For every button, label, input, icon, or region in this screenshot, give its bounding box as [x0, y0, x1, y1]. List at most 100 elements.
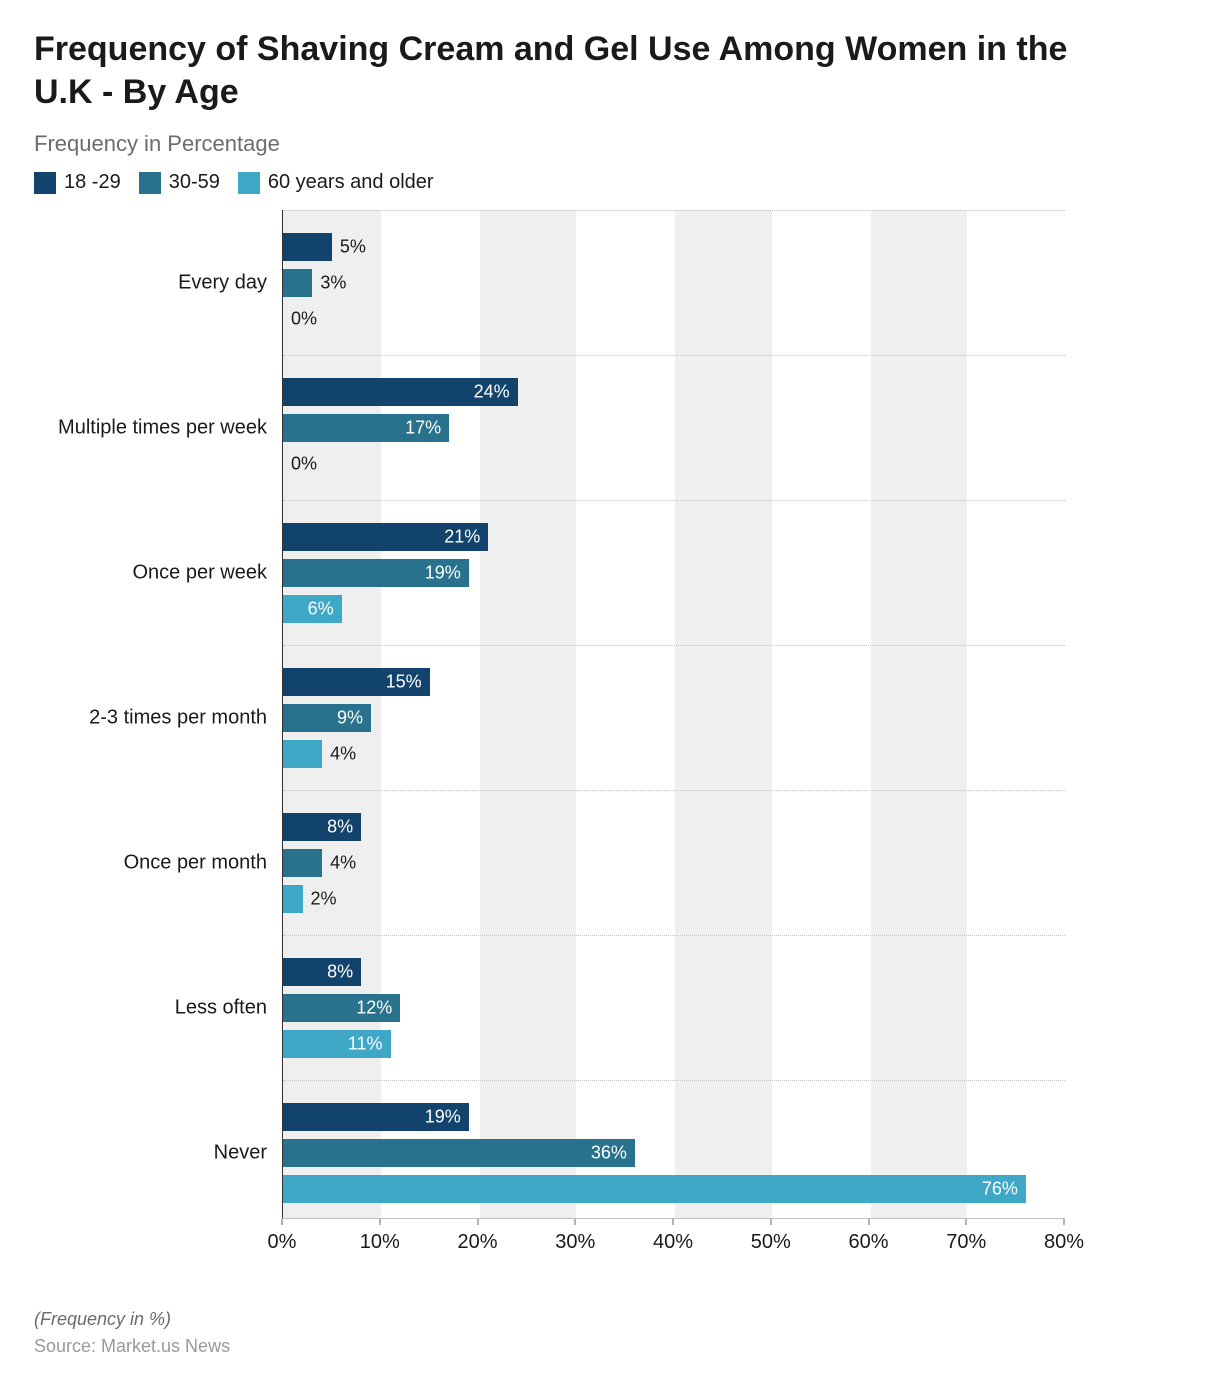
bar-row: 2% — [283, 885, 1065, 913]
category-group: 2-3 times per month15%9%4% — [283, 645, 1065, 790]
bars: 5% 3%0% — [283, 225, 1065, 341]
bar-value-label: 4% — [330, 853, 356, 874]
category-group: Once per month8%4%2% — [283, 790, 1065, 935]
legend-label: 18 -29 — [64, 171, 121, 194]
bar-row: 4% — [283, 740, 1065, 768]
bar-value-label: 5% — [340, 237, 366, 258]
bars: 19% 36% 76% — [283, 1095, 1065, 1211]
xtick-label: 10% — [360, 1231, 400, 1254]
bar-value-label: 2% — [311, 889, 337, 910]
bar-value-label: 6% — [308, 599, 334, 620]
bar-value-label: 11% — [348, 1034, 383, 1055]
source-text: Source: Market.us News — [34, 1336, 1186, 1357]
category-label: Multiple times per week — [35, 417, 267, 440]
bar-row: 0% — [283, 305, 1065, 333]
bars: 24% 17% 0% — [283, 370, 1065, 486]
legend-label: 30-59 — [169, 171, 220, 194]
bar-value-label: 8% — [327, 817, 353, 838]
bar-row: 21% — [283, 523, 1065, 551]
bar-row: 6% — [283, 595, 1065, 623]
category-label: Once per week — [35, 562, 267, 585]
category-group: Never19%36%76% — [283, 1080, 1065, 1225]
xtick-label: 30% — [555, 1231, 595, 1254]
legend-label: 60 years and older — [268, 171, 434, 194]
chart: Every day5%3%0%Multiple times per week24… — [34, 210, 1184, 1269]
xtick-label: 20% — [457, 1231, 497, 1254]
plot-area: Every day5%3%0%Multiple times per week24… — [282, 210, 1065, 1219]
bars: 21% 19% 6% — [283, 515, 1065, 631]
bar-value-label: 19% — [425, 1107, 461, 1128]
bar-row: 17% — [283, 414, 1065, 442]
xtick-label: 70% — [946, 1231, 986, 1254]
bar-value-label: 8% — [327, 962, 353, 983]
bar — [283, 849, 322, 877]
chart-title: Frequency of Shaving Cream and Gel Use A… — [34, 28, 1134, 113]
bar-row: 76% — [283, 1175, 1065, 1203]
legend-swatch — [238, 172, 260, 194]
bars: 8%12% 11% — [283, 950, 1065, 1066]
bar-row: 3% — [283, 269, 1065, 297]
bar-value-label: 19% — [425, 563, 461, 584]
bar-value-label: 15% — [386, 672, 422, 693]
category-label: Never — [35, 1142, 267, 1165]
bar-row: 5% — [283, 233, 1065, 261]
footnote: (Frequency in %) — [34, 1309, 1186, 1330]
category-group: Multiple times per week24%17%0% — [283, 355, 1065, 500]
bar-row: 8% — [283, 958, 1065, 986]
bar-value-label: 36% — [591, 1143, 627, 1164]
legend-item: 30-59 — [139, 171, 220, 194]
bars: 8% 4% 2% — [283, 805, 1065, 921]
bar-row: 12% — [283, 994, 1065, 1022]
bar-row: 24% — [283, 378, 1065, 406]
bar-row: 36% — [283, 1139, 1065, 1167]
bar-value-label: 3% — [320, 273, 346, 294]
category-group: Once per week21%19%6% — [283, 500, 1065, 645]
bar-value-label: 17% — [405, 418, 441, 439]
xtick-mark — [575, 1219, 576, 1225]
xtick-label: 60% — [848, 1231, 888, 1254]
bar-row: 15% — [283, 668, 1065, 696]
legend-item: 18 -29 — [34, 171, 121, 194]
bar-value-label: 4% — [330, 744, 356, 765]
xtick-label: 80% — [1044, 1231, 1084, 1254]
bar-value-label: 12% — [356, 998, 392, 1019]
category-group: Every day5%3%0% — [283, 210, 1065, 355]
bar-value-label: 24% — [474, 382, 510, 403]
xtick-mark — [966, 1219, 967, 1225]
legend: 18 -29 30-59 60 years and older — [34, 171, 1186, 194]
bar — [283, 233, 332, 261]
bar-row: 11% — [283, 1030, 1065, 1058]
bar — [283, 269, 312, 297]
gridline — [1065, 210, 1066, 1218]
category-label: Every day — [35, 272, 267, 295]
bar — [283, 885, 303, 913]
category-group: Less often8%12%11% — [283, 935, 1065, 1080]
bars: 15% 9% 4% — [283, 660, 1065, 776]
xtick-label: 40% — [653, 1231, 693, 1254]
bar-row: 0% — [283, 450, 1065, 478]
category-label: 2-3 times per month — [35, 707, 267, 730]
category-label: Once per month — [35, 852, 267, 875]
xtick-mark — [282, 1219, 283, 1225]
legend-swatch — [139, 172, 161, 194]
bar-value-label: 9% — [337, 708, 363, 729]
bar-value-label: 0% — [291, 309, 317, 330]
chart-subtitle: Frequency in Percentage — [34, 131, 1186, 157]
bar — [283, 1139, 635, 1167]
xtick-mark — [770, 1219, 771, 1225]
bar-row: 19% — [283, 559, 1065, 587]
page: Frequency of Shaving Cream and Gel Use A… — [0, 0, 1220, 1377]
xtick-label: 50% — [751, 1231, 791, 1254]
xtick-mark — [477, 1219, 478, 1225]
bar-value-label: 0% — [291, 454, 317, 475]
category-label: Less often — [35, 997, 267, 1020]
legend-swatch — [34, 172, 56, 194]
xtick-label: 0% — [268, 1231, 297, 1254]
bar-value-label: 21% — [444, 527, 480, 548]
legend-item: 60 years and older — [238, 171, 434, 194]
bar-row: 4% — [283, 849, 1065, 877]
bar-row: 19% — [283, 1103, 1065, 1131]
bar — [283, 1175, 1026, 1203]
x-axis: 0%10%20%30%40%50%60%70%80% — [282, 1219, 1064, 1269]
xtick-mark — [868, 1219, 869, 1225]
